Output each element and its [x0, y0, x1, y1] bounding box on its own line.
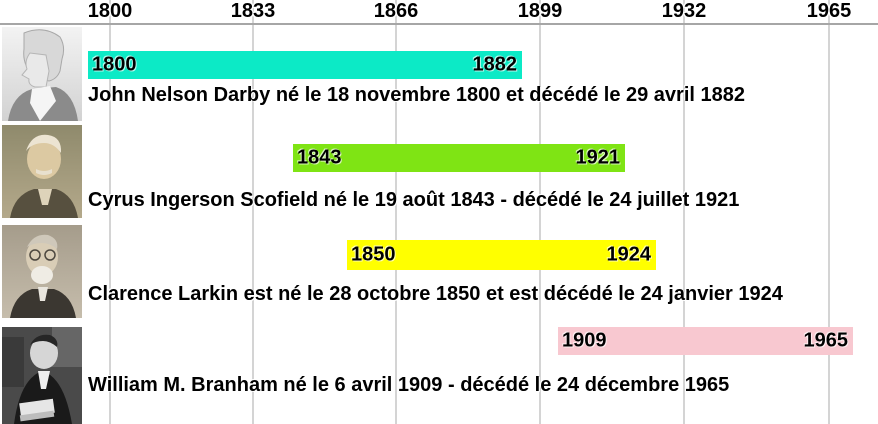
bar-start-year: 1843	[297, 146, 342, 169]
caption-scofield: Cyrus Ingerson Scofield né le 19 août 18…	[88, 189, 740, 211]
caption-darby: John Nelson Darby né le 18 novembre 1800…	[88, 84, 745, 106]
portrait-john-nelson-darby	[2, 27, 82, 121]
portrait-cyrus-scofield	[2, 125, 82, 218]
gridline-1932	[683, 0, 685, 424]
portrait-william-branham	[2, 327, 82, 424]
lifespan-bar-branham: 1909 1965	[558, 327, 853, 355]
gridline-1965	[828, 0, 830, 424]
axis-tick-label: 1932	[661, 0, 707, 22]
bar-end-year: 1965	[803, 329, 849, 352]
portrait-clarence-larkin	[2, 225, 82, 318]
caption-branham: William M. Branham né le 6 avril 1909 - …	[88, 374, 730, 396]
bar-start-year: 1800	[92, 53, 137, 76]
axis-tick-label: 1833	[230, 0, 276, 22]
axis-tick-label: 1899	[517, 0, 563, 22]
gridline-1833	[252, 0, 254, 424]
bar-end-year: 1882	[472, 53, 518, 76]
lifespan-bar-larkin: 1850 1924	[347, 240, 656, 270]
gridline-1899	[539, 0, 541, 424]
axis-tick-label: 1965	[806, 0, 852, 22]
bar-end-year: 1924	[606, 243, 652, 266]
bar-start-year: 1909	[562, 329, 607, 352]
lifespan-bar-darby: 1800 1882	[88, 51, 522, 79]
bar-end-year: 1921	[575, 146, 621, 169]
gridline-1800	[109, 0, 111, 424]
caption-larkin: Clarence Larkin est né le 28 octobre 185…	[88, 283, 783, 305]
axis-tick-label: 1866	[373, 0, 419, 22]
axis-line	[0, 23, 878, 25]
lifespan-bar-scofield: 1843 1921	[293, 144, 625, 172]
bar-start-year: 1850	[351, 243, 396, 266]
gridline-1866	[395, 0, 397, 424]
axis-tick-label: 1800	[87, 0, 133, 22]
